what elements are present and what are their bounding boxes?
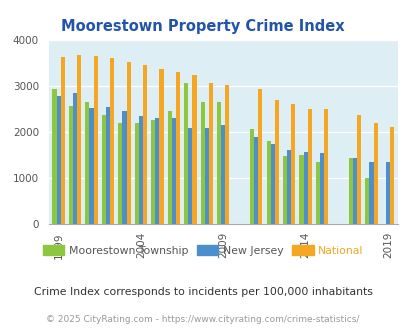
Bar xyxy=(315,162,319,224)
Bar xyxy=(323,109,328,224)
Bar xyxy=(270,144,274,224)
Bar xyxy=(110,58,114,224)
Bar xyxy=(369,162,373,224)
Bar xyxy=(77,55,81,224)
Bar xyxy=(155,118,159,224)
Bar xyxy=(364,178,369,224)
Bar xyxy=(52,89,56,224)
Bar xyxy=(389,127,393,224)
Bar xyxy=(299,155,303,224)
Text: Crime Index corresponds to incidents per 100,000 inhabitants: Crime Index corresponds to incidents per… xyxy=(34,287,371,297)
Bar xyxy=(151,120,155,224)
Bar xyxy=(356,115,360,224)
Bar xyxy=(139,116,143,224)
Bar xyxy=(184,83,188,224)
Bar xyxy=(303,152,307,224)
Bar xyxy=(73,93,77,224)
Bar xyxy=(102,115,106,224)
Bar xyxy=(373,123,377,224)
Bar xyxy=(307,109,311,224)
Bar xyxy=(217,102,221,224)
Bar xyxy=(254,137,258,224)
Bar xyxy=(94,56,98,224)
Bar xyxy=(352,158,356,224)
Bar xyxy=(192,75,196,224)
Bar xyxy=(126,62,130,224)
Bar xyxy=(122,111,126,224)
Bar xyxy=(249,129,254,224)
Bar xyxy=(175,72,180,224)
Bar xyxy=(159,69,163,224)
Bar xyxy=(209,83,213,224)
Bar xyxy=(290,104,294,224)
Bar xyxy=(266,141,270,224)
Bar xyxy=(60,57,65,224)
Bar xyxy=(85,102,89,224)
Bar xyxy=(134,123,139,224)
Bar xyxy=(167,111,171,224)
Bar xyxy=(225,85,229,224)
Bar xyxy=(282,155,286,224)
Bar xyxy=(286,149,290,224)
Bar xyxy=(56,96,60,224)
Text: © 2025 CityRating.com - https://www.cityrating.com/crime-statistics/: © 2025 CityRating.com - https://www.city… xyxy=(46,315,359,324)
Bar xyxy=(221,125,225,224)
Bar xyxy=(274,100,278,224)
Legend: Moorestown Township, New Jersey, National: Moorestown Township, New Jersey, Nationa… xyxy=(38,241,367,260)
Bar xyxy=(143,65,147,224)
Text: Moorestown Property Crime Index: Moorestown Property Crime Index xyxy=(61,19,344,34)
Bar xyxy=(106,107,110,224)
Bar xyxy=(385,162,389,224)
Bar xyxy=(171,118,175,224)
Bar xyxy=(319,153,323,224)
Bar xyxy=(69,106,73,224)
Bar xyxy=(348,158,352,224)
Bar xyxy=(200,102,204,224)
Bar xyxy=(188,128,192,224)
Bar xyxy=(204,128,209,224)
Bar xyxy=(118,123,122,224)
Bar xyxy=(258,89,262,224)
Bar xyxy=(89,109,94,224)
